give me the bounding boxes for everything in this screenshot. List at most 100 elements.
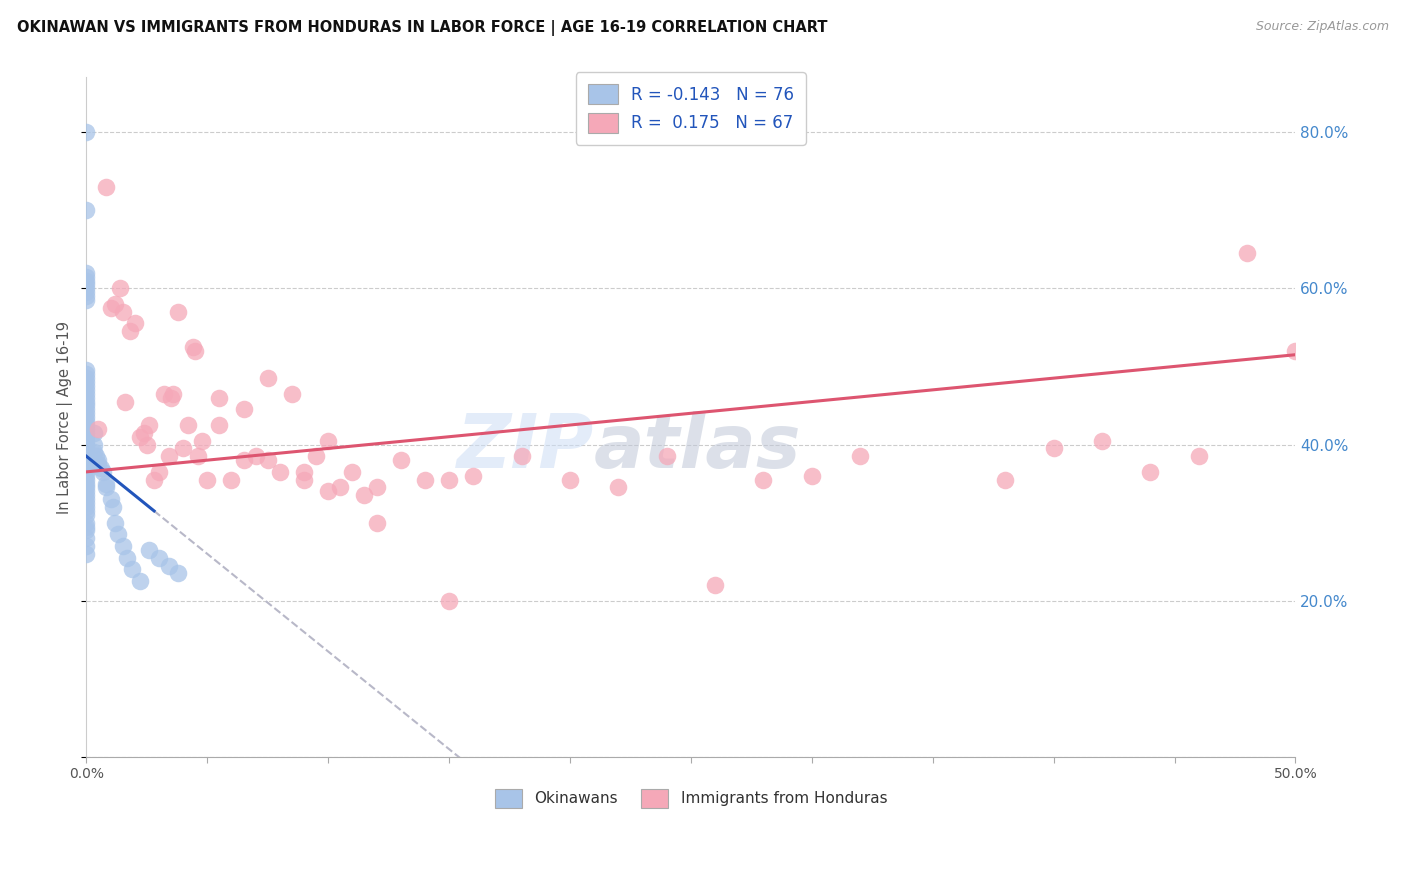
Point [128,430,150,444]
Point [75,508,97,522]
Point [135,437,157,451]
Point [83,437,105,451]
Point [187,449,209,463]
Point [111,539,134,553]
Point [329,481,352,495]
Point [75,399,97,413]
Point [342,465,364,479]
Point [463,468,485,483]
Point [75,434,97,448]
Point [138,417,160,432]
Point [75,430,97,444]
Point [75,539,97,553]
Point [75,484,97,499]
Point [75,406,97,420]
Point [75,125,97,139]
Point [124,317,146,331]
Point [232,453,254,467]
Point [152,386,174,401]
Point [75,402,97,417]
Point [138,543,160,558]
Point [655,449,678,463]
Point [245,449,267,463]
Point [94,476,117,491]
Point [316,434,339,448]
Point [366,481,388,495]
Point [316,484,339,499]
Point [75,519,97,533]
Point [75,504,97,518]
Point [75,368,97,382]
Point [177,417,200,432]
Point [157,558,180,573]
Point [75,281,97,295]
Point [75,269,97,284]
Point [75,500,97,514]
Point [91,465,114,479]
Point [167,304,190,318]
Point [157,449,180,463]
Point [160,391,183,405]
Point [75,481,97,495]
Point [162,386,184,401]
Point [134,425,156,440]
Point [107,527,129,541]
Point [104,516,127,530]
Point [172,442,194,456]
Point [75,371,97,385]
Point [1236,246,1258,260]
Point [75,414,97,428]
Point [256,453,278,467]
Point [1284,343,1306,358]
Point [75,417,97,432]
Point [75,425,97,440]
Point [607,481,630,495]
Point [281,386,304,401]
Legend: Okinawans, Immigrants from Honduras: Okinawans, Immigrants from Honduras [488,783,893,814]
Point [75,496,97,510]
Point [87,457,110,471]
Y-axis label: In Labor Force | Age 16-19: In Labor Force | Age 16-19 [58,321,73,514]
Point [292,473,315,487]
Point [143,473,166,487]
Point [232,402,254,417]
Point [121,562,143,576]
Point [221,473,243,487]
Point [167,566,190,581]
Point [75,473,97,487]
Point [292,465,315,479]
Point [148,465,170,479]
Point [1188,449,1211,463]
Point [100,301,122,315]
Point [75,531,97,545]
Point [75,547,97,561]
Point [100,492,122,507]
Point [181,340,204,354]
Point [75,516,97,530]
Point [75,203,97,218]
Point [994,473,1017,487]
Point [800,468,823,483]
Point [849,449,872,463]
Point [184,343,207,358]
Point [111,304,134,318]
Point [437,593,460,607]
Text: Source: ZipAtlas.com: Source: ZipAtlas.com [1256,20,1389,33]
Point [75,285,97,300]
Point [75,386,97,401]
Point [752,473,775,487]
Point [128,574,150,589]
Point [366,516,388,530]
Point [558,473,581,487]
Text: atlas: atlas [595,411,801,484]
Point [256,371,278,385]
Point [389,453,412,467]
Point [75,442,97,456]
Point [75,524,97,538]
Point [510,449,533,463]
Point [75,422,97,436]
Point [75,453,97,467]
Point [413,473,436,487]
Point [75,363,97,377]
Point [75,410,97,425]
